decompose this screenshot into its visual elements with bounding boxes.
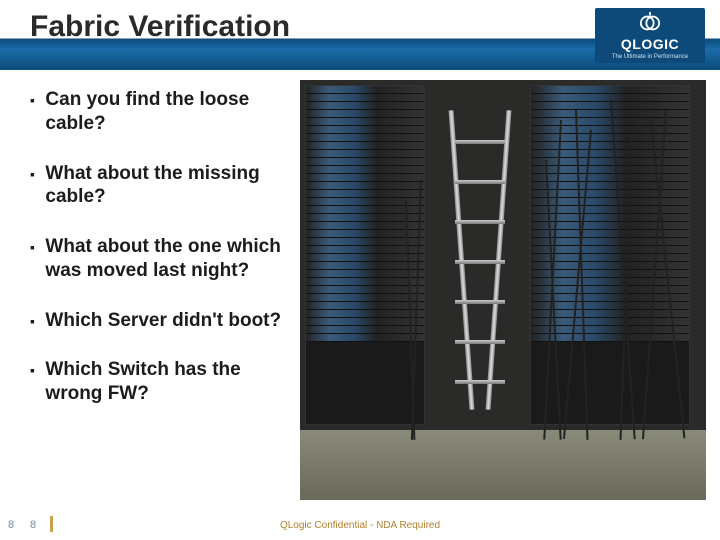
bullet-marker-icon: ▪ bbox=[30, 362, 35, 378]
bullet-list: ▪ Can you find the loose cable? ▪ What a… bbox=[0, 80, 300, 500]
bullet-marker-icon: ▪ bbox=[30, 239, 35, 255]
slide-header: Fabric Verification QLOGIC The Ultimate … bbox=[0, 0, 720, 70]
bullet-marker-icon: ▪ bbox=[30, 166, 35, 182]
list-item: ▪ Which Switch has the wrong FW? bbox=[30, 358, 290, 406]
slide-content: ▪ Can you find the loose cable? ▪ What a… bbox=[0, 80, 720, 500]
list-item: ▪ Which Server didn't boot? bbox=[30, 309, 290, 333]
page-number-outer: 8 bbox=[8, 519, 14, 531]
slide-title: Fabric Verification bbox=[30, 10, 290, 44]
photo-ladder bbox=[455, 110, 505, 410]
photo-floor bbox=[300, 430, 706, 500]
list-item: ▪ What about the missing cable? bbox=[30, 162, 290, 210]
bullet-marker-icon: ▪ bbox=[30, 313, 35, 329]
logo-brand-text: QLOGIC bbox=[621, 36, 679, 52]
bullet-text: Which Switch has the wrong FW? bbox=[45, 358, 285, 406]
page-number-inner: 8 bbox=[30, 519, 36, 531]
slide-footer: 8 8 QLogic Confidential - NDA Required bbox=[0, 510, 720, 540]
footer-accent-bar bbox=[50, 516, 53, 532]
bullet-text: Which Server didn't boot? bbox=[45, 309, 285, 333]
confidential-label: QLogic Confidential - NDA Required bbox=[280, 520, 440, 531]
bullet-marker-icon: ▪ bbox=[30, 92, 35, 108]
brand-logo: QLOGIC The Ultimate in Performance bbox=[595, 8, 705, 63]
logo-tagline: The Ultimate in Performance bbox=[612, 54, 688, 60]
logo-icon bbox=[639, 12, 661, 34]
list-item: ▪ What about the one which was moved las… bbox=[30, 235, 290, 283]
bullet-text: What about the one which was moved last … bbox=[45, 235, 285, 283]
bullet-text: Can you find the loose cable? bbox=[45, 88, 285, 136]
datacenter-photo bbox=[300, 80, 706, 500]
list-item: ▪ Can you find the loose cable? bbox=[30, 88, 290, 136]
bullet-text: What about the missing cable? bbox=[45, 162, 285, 210]
